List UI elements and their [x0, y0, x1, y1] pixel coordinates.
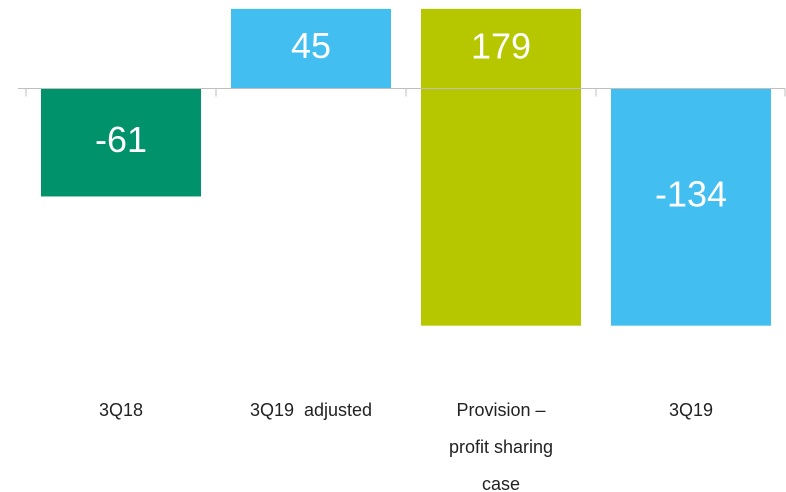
x-tick-label: 3Q19	[668, 400, 714, 420]
value-label: 45	[291, 25, 331, 66]
value-label: -134	[655, 174, 727, 215]
value-label: -61	[95, 119, 147, 160]
bar	[41, 88, 201, 197]
bar	[611, 88, 771, 326]
x-tick-label: Provision – profit sharing case	[448, 400, 559, 492]
bar	[231, 8, 391, 89]
value-label: 179	[471, 25, 531, 66]
x-tick-label: 3Q18	[98, 400, 144, 420]
x-tick-label: 3Q19 adjusted	[249, 400, 373, 420]
bar	[421, 8, 581, 326]
